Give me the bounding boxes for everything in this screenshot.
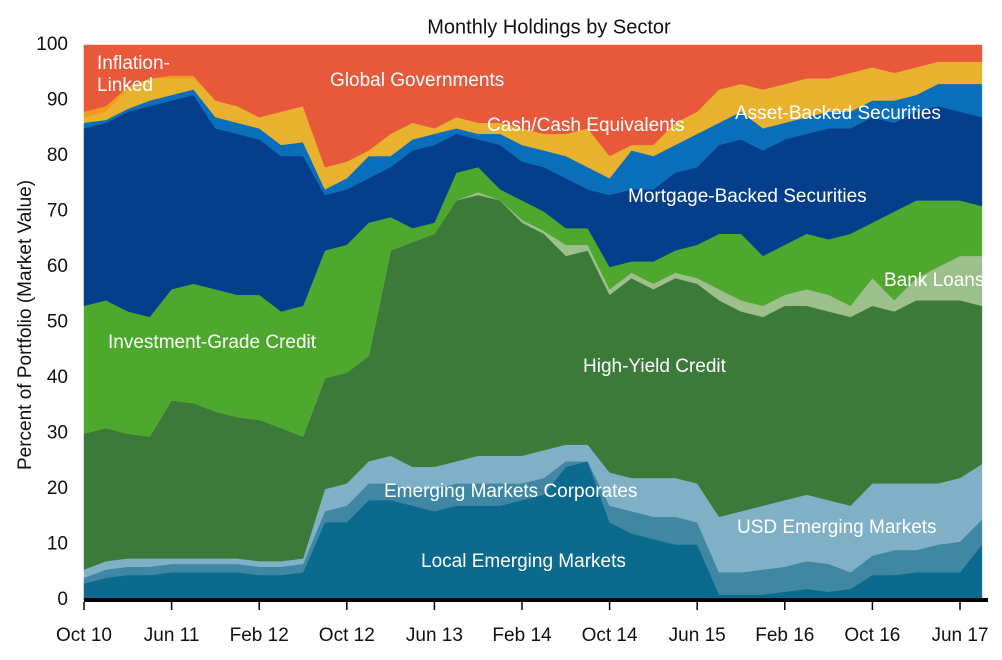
series-label: Mortgage-Backed Securities (628, 186, 867, 207)
y-axis-label: Percent of Portfolio (Market Value) (15, 180, 36, 470)
x-tick-label: Feb 16 (755, 625, 814, 646)
series-label: Emerging Markets Corporates (384, 481, 638, 502)
y-tick-label: 60 (47, 256, 68, 277)
y-tick-label: 40 (47, 367, 68, 388)
x-tick-label: Jun 11 (144, 625, 200, 646)
series-label: Local Emerging Markets (421, 551, 626, 572)
y-tick-label: 100 (36, 34, 68, 55)
series-label: Bank Loans (884, 270, 985, 291)
y-tick-label: 80 (47, 145, 68, 166)
x-tick-label: Jun 15 (669, 625, 726, 646)
x-tick-label: Feb 14 (492, 625, 552, 646)
x-tick-label: Oct 16 (844, 625, 900, 646)
y-tick-label: 50 (47, 312, 68, 333)
y-tick-label: 70 (47, 201, 68, 222)
y-tick-label: 90 (47, 90, 68, 111)
series-label: Inflation-Linked (97, 53, 170, 96)
series-label: USD Emerging Markets (737, 517, 937, 538)
areas (83, 44, 983, 601)
area (83, 44, 983, 168)
y-tick-label: 30 (47, 423, 68, 444)
series-label: Asset-Backed Securities (735, 103, 941, 124)
series-label: Global Governments (330, 70, 505, 91)
chart-title: Monthly Holdings by Sector (427, 16, 671, 38)
x-tick-label: Oct 14 (582, 625, 638, 646)
y-tick-label: 10 (47, 534, 68, 555)
series-label: High-Yield Credit (583, 356, 726, 377)
series-label: Investment-Grade Credit (108, 332, 317, 353)
x-tick-label: Oct 12 (319, 625, 375, 646)
y-tick-label: 20 (47, 478, 68, 499)
y-tick-label: 0 (57, 589, 68, 610)
x-tick-label: Jun 17 (931, 625, 988, 646)
x-tick-label: Oct 10 (56, 625, 112, 646)
x-tick-label: Feb 12 (230, 625, 289, 646)
series-label: Cash/Cash Equivalents (487, 115, 685, 136)
x-tick-label: Jun 13 (406, 625, 463, 646)
